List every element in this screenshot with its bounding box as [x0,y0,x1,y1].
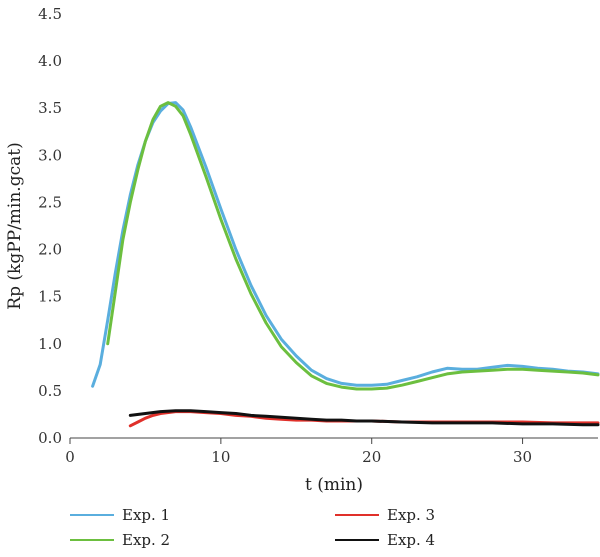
x-tick-label: 30 [513,448,532,466]
series-line-exp-2 [106,101,600,391]
y-tick-label: 4.5 [38,5,62,23]
x-tick-label: 20 [362,448,381,466]
x-tick-label: 10 [211,448,230,466]
y-tick-label: 2.5 [38,193,62,211]
y-axis-title: Rp (kgPP/min.gcat) [5,142,25,309]
y-tick-label: 3.0 [38,146,62,164]
x-tick-label: 0 [65,448,75,466]
y-tick-label: 2.0 [38,241,62,259]
y-tick-label: 3.5 [38,99,62,117]
legend-label-exp-1: Exp. 1 [122,506,170,524]
series-line-exp-1 [91,101,600,388]
x-axis-title: t (min) [305,475,363,495]
y-tick-label: 0.5 [38,382,62,400]
plot-area [91,101,600,428]
x-axis-ticks: 0 10 20 30 [65,438,532,466]
y-tick-label: 1.5 [38,288,62,306]
y-tick-label: 1.0 [38,335,62,353]
legend: Exp. 1 Exp. 2 Exp. 3 Exp. 4 [70,506,435,549]
y-axis-ticks: 0.0 0.5 1.0 1.5 2.0 2.5 3.0 3.5 4.0 4.5 [38,5,62,447]
y-tick-label: 4.0 [38,52,62,70]
series-line-exp-4 [128,409,600,427]
legend-label-exp-4: Exp. 4 [387,531,435,549]
legend-label-exp-2: Exp. 2 [122,531,170,549]
legend-label-exp-3: Exp. 3 [387,506,435,524]
y-tick-label: 0.0 [38,429,62,447]
